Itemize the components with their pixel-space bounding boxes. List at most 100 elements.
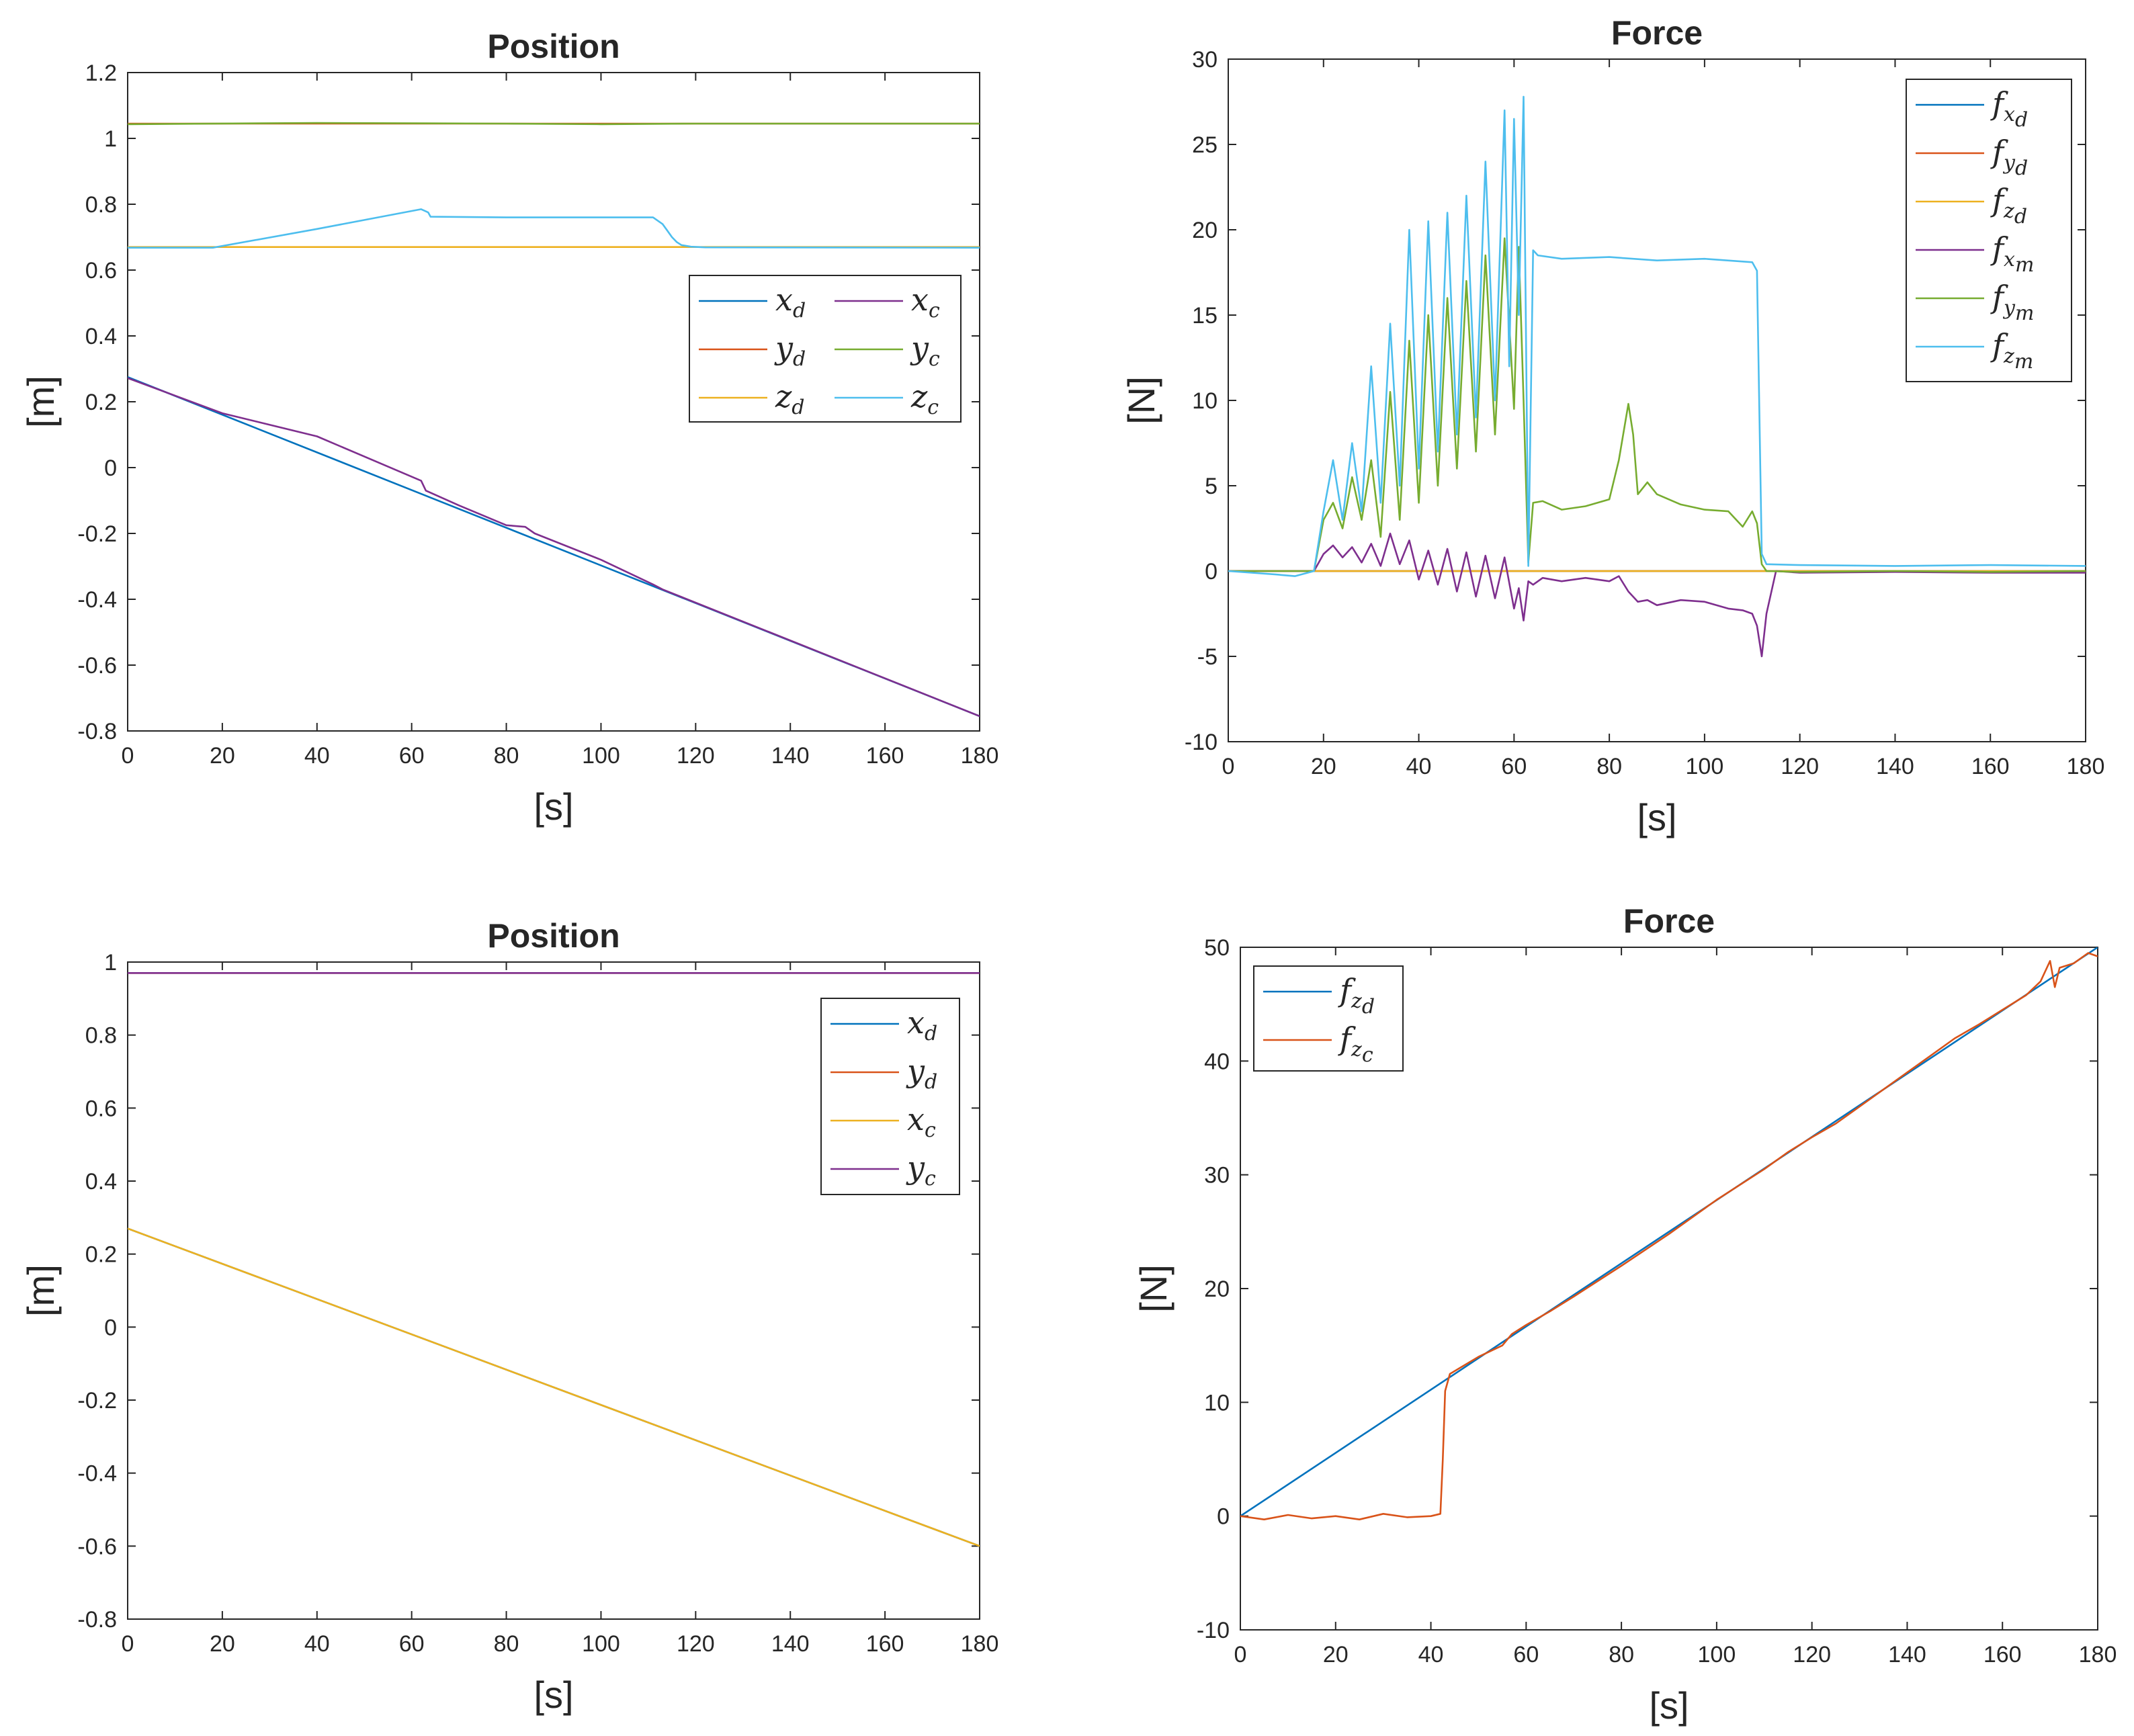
y-tick-label: -10 [1197, 1618, 1230, 1643]
x-tick-label: 20 [1323, 1642, 1349, 1667]
legend-label: xd [775, 281, 806, 322]
x-tick-label: 180 [961, 743, 999, 769]
y-tick-label: 50 [1204, 935, 1230, 961]
legend-item-z-c: zc [835, 378, 939, 419]
x-tick-label: 160 [1971, 754, 2010, 779]
series-group [128, 122, 980, 718]
y-tick-label: 0.4 [85, 324, 117, 349]
y-axis-label: [N] [1120, 376, 1162, 425]
legend-item-x-c: xc [830, 1101, 936, 1142]
chart-title: Force [1623, 902, 1715, 940]
x-tick-label: 80 [494, 743, 519, 769]
y-tick-label: -0.8 [77, 1607, 117, 1633]
legend-item-y-c: yc [835, 330, 940, 371]
x-tick-label: 40 [1406, 754, 1432, 779]
x-tick-label: 40 [1418, 1642, 1444, 1667]
x-tick-label: 20 [1311, 754, 1336, 779]
y-tick-label: -0.2 [77, 1388, 117, 1414]
x-tick-label: 60 [1501, 754, 1527, 779]
x-tick-label: 100 [1686, 754, 1724, 779]
x-tick-label: 100 [582, 1631, 620, 1657]
legend-item-f-z-d: fzd [1263, 972, 1375, 1018]
y-tick-label: 0.8 [85, 1023, 117, 1049]
y-tick-label: 10 [1192, 388, 1218, 414]
x-tick-label: 140 [771, 743, 810, 769]
chart-panel-3: 0 20 40 60 80 100 120 140 160 180 -0.8 -0.6 -0.4 -0.2… [19, 917, 998, 1716]
legend-item-f-z-d: fzd [1916, 182, 2027, 228]
series-line-x-c [128, 1227, 980, 1547]
y-tick-label: 1.2 [85, 60, 117, 86]
series-line-f-z-m [1228, 95, 2086, 577]
legend-label: fxd [1990, 85, 2028, 132]
series-line-f-y-m [1228, 237, 2086, 573]
x-tick-label: 160 [866, 1631, 904, 1657]
y-axis-label: [m] [19, 1264, 62, 1317]
x-tick-label: 160 [866, 743, 904, 769]
series-line-f-z-d [1240, 947, 2098, 1517]
legend-box [1253, 965, 1404, 1072]
legend-item-y-d: yd [699, 330, 806, 371]
x-tick-label: 80 [1596, 754, 1622, 779]
chart-panel-1: 0 20 40 60 80 100 120 140 160 180 -0.8 -0.6 -0.4 -0.2… [19, 28, 998, 828]
x-tick-label: 180 [2079, 1642, 2117, 1667]
legend-item-x-d: xd [830, 1004, 937, 1045]
x-tick-label: 20 [210, 743, 235, 769]
y-tick-label: -10 [1185, 730, 1218, 755]
y-tick-label: 0 [104, 1315, 117, 1340]
x-tick-label: 140 [1888, 1642, 1926, 1667]
chart-title: Force [1611, 14, 1703, 52]
y-tick-label: 0 [1205, 559, 1218, 584]
chart-title: Position [487, 28, 620, 65]
y-tick-label: 30 [1204, 1163, 1230, 1188]
x-tick-label: 40 [304, 743, 330, 769]
legend-label: yc [906, 1149, 936, 1190]
y-tick-label: 0.2 [85, 390, 117, 415]
x-tick-label: 140 [771, 1631, 810, 1657]
series-line-x-c [128, 377, 980, 718]
x-tick-label: 120 [1781, 754, 1819, 779]
x-tick-label: 40 [304, 1631, 330, 1657]
y-tick-label: -0.8 [77, 719, 117, 744]
legend-label: xc [907, 1101, 936, 1142]
x-tick-label: 60 [1513, 1642, 1539, 1667]
series-line-z-c [128, 208, 980, 249]
y-axis-label: [m] [19, 376, 62, 428]
legend-label: yc [910, 330, 940, 371]
x-tick-label: 0 [1234, 1642, 1247, 1667]
legend-item-f-z-m: fzm [1916, 327, 2033, 374]
x-tick-label: 180 [2067, 754, 2105, 779]
legend-label: xc [911, 281, 940, 322]
y-tick-label: -0.6 [77, 1534, 117, 1559]
x-tick-label: 140 [1876, 754, 1914, 779]
chart-panel-2: 0 20 40 60 80 100 120 140 160 180 -10 -5 0 5 10 15 20 25 3… [1120, 14, 2104, 838]
x-tick-label: 0 [1222, 754, 1235, 779]
x-tick-label: 160 [1983, 1642, 2022, 1667]
y-tick-label: -5 [1197, 644, 1218, 670]
legend-label: zd [775, 378, 804, 419]
y-tick-label: 15 [1192, 303, 1218, 329]
x-axis-label: [s] [534, 785, 573, 828]
series-line-y-c [128, 122, 980, 126]
legend-item-y-c: yc [830, 1149, 936, 1190]
x-axis-label: [s] [534, 1674, 573, 1716]
x-tick-label: 0 [122, 1631, 134, 1657]
legend-label: fzd [1338, 972, 1375, 1018]
legend-item-x-d: xd [699, 281, 806, 322]
x-tick-label: 0 [122, 743, 134, 769]
series-group [1228, 95, 2086, 658]
y-tick-label: 0.8 [85, 192, 117, 218]
x-tick-label: 120 [1793, 1642, 1831, 1667]
legend-item-f-x-m: fxm [1916, 230, 2034, 277]
legend-label: fxm [1990, 230, 2034, 277]
y-tick-label: 1 [104, 950, 117, 975]
x-tick-label: 20 [210, 1631, 235, 1657]
series-line-f-z-c [1240, 952, 2098, 1520]
legend: xd yd xc yc [820, 998, 960, 1195]
x-axis-label: [s] [1649, 1684, 1689, 1727]
x-tick-label: 180 [961, 1631, 999, 1657]
y-tick-label: 20 [1204, 1276, 1230, 1302]
legend-label: zc [910, 378, 939, 419]
